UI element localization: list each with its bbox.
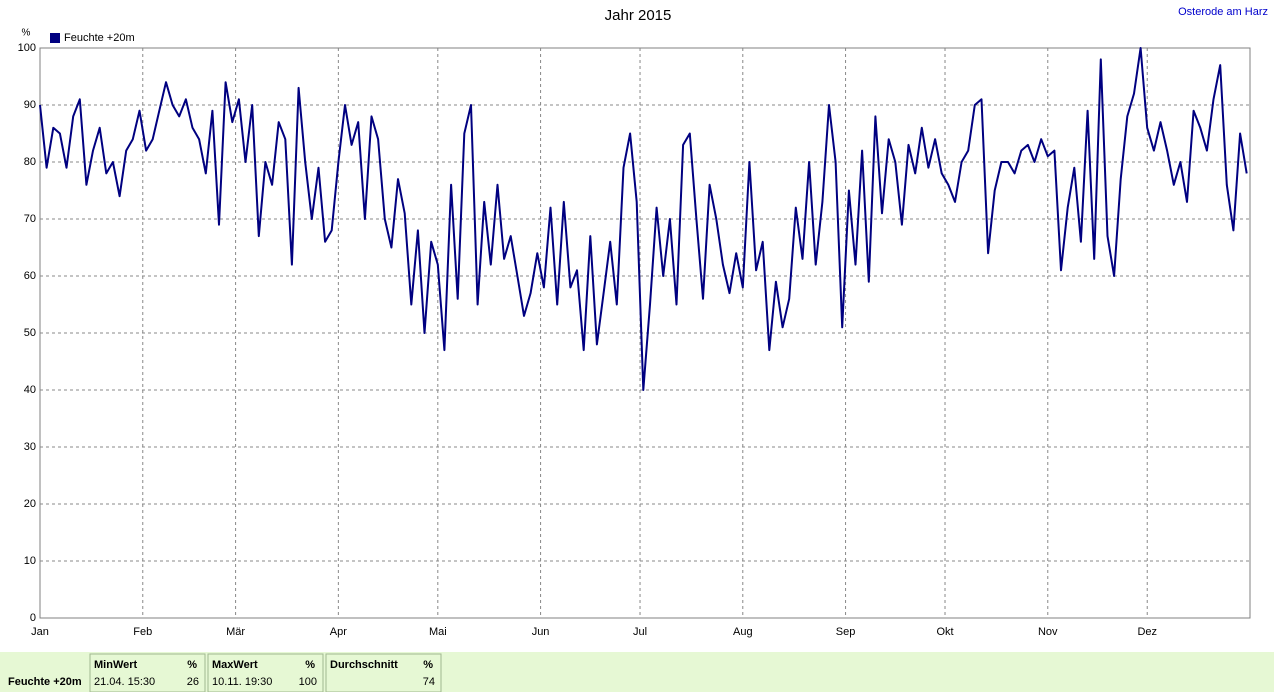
stats-cell (89, 653, 206, 692)
stats-header: Durchschnitt (330, 659, 398, 671)
y-tick-label: 80 (24, 156, 36, 168)
data-line (39, 47, 1248, 391)
x-tick-label: Sep (836, 626, 856, 638)
legend-swatch (50, 33, 60, 43)
x-tick-label: Aug (733, 626, 753, 638)
y-tick-label: 40 (24, 384, 36, 396)
x-tick-label: Jun (532, 626, 550, 638)
y-tick-label: 70 (24, 213, 36, 225)
stats-value: 26 (187, 676, 199, 688)
y-tick-label: 10 (24, 555, 36, 567)
stats-cell (325, 653, 442, 692)
location: Osterode am Harz (1178, 6, 1268, 18)
chart-title: Jahr 2015 (605, 7, 672, 24)
stats-value: 100 (299, 676, 317, 688)
x-tick-label: Jul (633, 626, 647, 638)
stats-cell (207, 653, 324, 692)
legend-label: Feuchte +20m (64, 32, 135, 44)
stats-time: 10.11. 19:30 (212, 676, 272, 688)
x-tick-label: Mai (429, 626, 447, 638)
stats-unit: % (187, 659, 197, 671)
y-tick-label: 30 (24, 441, 36, 453)
x-tick-label: Jan (31, 626, 49, 638)
y-tick-label: 100 (18, 42, 36, 54)
stats-header: MaxWert (212, 659, 258, 671)
y-tick-label: 50 (24, 327, 36, 339)
stats-row-label: Feuchte +20m (8, 676, 82, 688)
x-tick-label: Apr (330, 626, 347, 638)
y-tick-label: 90 (24, 99, 36, 111)
stats-unit: % (423, 659, 433, 671)
y-tick-label: 20 (24, 498, 36, 510)
x-tick-label: Nov (1038, 626, 1058, 638)
x-tick-label: Mär (226, 626, 245, 638)
stats-time: 21.04. 15:30 (94, 676, 155, 688)
y-tick-label: 60 (24, 270, 36, 282)
y-axis-label: % (22, 28, 31, 39)
x-tick-label: Dez (1137, 626, 1157, 638)
stats-header: MinWert (94, 659, 138, 671)
stats-unit: % (305, 659, 315, 671)
stats-panel (0, 652, 1274, 692)
y-tick-label: 0 (30, 612, 36, 624)
stats-value: 74 (423, 676, 435, 688)
x-tick-label: Okt (936, 626, 953, 638)
x-tick-label: Feb (133, 626, 152, 638)
